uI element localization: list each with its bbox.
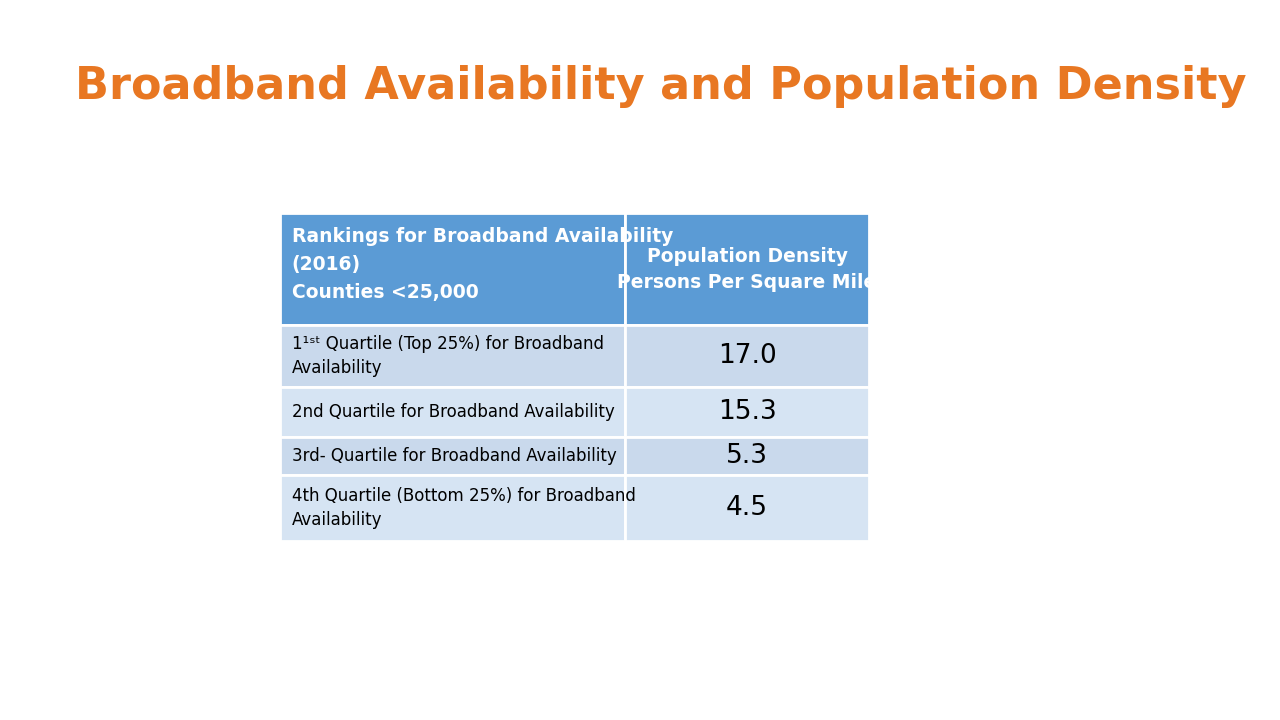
FancyBboxPatch shape xyxy=(625,387,869,437)
Text: 5.3: 5.3 xyxy=(726,443,768,469)
Text: Broadband Availability and Population Density: Broadband Availability and Population De… xyxy=(76,65,1247,108)
Text: 15.3: 15.3 xyxy=(718,399,777,425)
FancyBboxPatch shape xyxy=(625,475,869,541)
Text: 17.0: 17.0 xyxy=(718,343,777,369)
FancyBboxPatch shape xyxy=(280,325,625,387)
Text: Rankings for Broadband Availability: Rankings for Broadband Availability xyxy=(292,228,673,246)
Text: Population Density
Persons Per Square Mile: Population Density Persons Per Square Mi… xyxy=(617,246,877,292)
FancyBboxPatch shape xyxy=(625,213,869,325)
Text: 2nd Quartile for Broadband Availability: 2nd Quartile for Broadband Availability xyxy=(292,402,614,420)
FancyBboxPatch shape xyxy=(280,387,625,437)
FancyBboxPatch shape xyxy=(280,475,625,541)
FancyBboxPatch shape xyxy=(625,437,869,475)
Text: 1¹ˢᵗ Quartile (Top 25%) for Broadband
Availability: 1¹ˢᵗ Quartile (Top 25%) for Broadband Av… xyxy=(292,335,604,377)
Text: 4.5: 4.5 xyxy=(726,495,768,521)
Text: 3rd- Quartile for Broadband Availability: 3rd- Quartile for Broadband Availability xyxy=(292,447,617,465)
FancyBboxPatch shape xyxy=(280,213,625,325)
FancyBboxPatch shape xyxy=(280,437,625,475)
FancyBboxPatch shape xyxy=(625,325,869,387)
Text: 4th Quartile (Bottom 25%) for Broadband
Availability: 4th Quartile (Bottom 25%) for Broadband … xyxy=(292,487,636,528)
Text: (2016): (2016) xyxy=(292,255,361,274)
Text: Counties <25,000: Counties <25,000 xyxy=(292,283,479,302)
